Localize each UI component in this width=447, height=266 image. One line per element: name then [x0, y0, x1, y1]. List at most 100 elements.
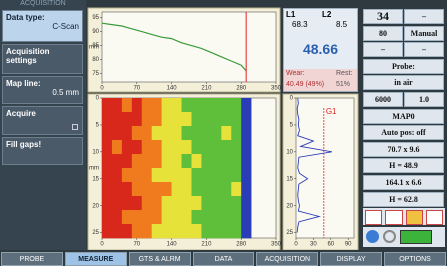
heat-cell — [231, 168, 241, 182]
info-cell: H = 48.9 — [363, 158, 444, 173]
tab[interactable]: ACQUISITION — [256, 252, 318, 266]
info-cell: 80 — [363, 26, 403, 41]
heat-cell — [102, 140, 112, 154]
menu-button[interactable]: Data type:C-Scan — [2, 10, 83, 42]
heat-cell — [152, 196, 162, 210]
rest-value: 51% — [336, 81, 350, 88]
left-panel: ACQUISITION Data type:C-Scan Acquisition… — [0, 0, 86, 250]
heat-cell — [211, 168, 221, 182]
heat-cell — [172, 196, 182, 210]
heat-cell — [241, 210, 251, 224]
y-tick-label: 25 — [92, 230, 99, 236]
heat-cell — [201, 196, 211, 210]
heat-cell — [132, 224, 142, 238]
heat-cell — [221, 98, 231, 112]
heat-cell — [221, 140, 231, 154]
heat-cell — [221, 168, 231, 182]
icon[interactable] — [406, 210, 423, 225]
heat-cell — [142, 168, 152, 182]
heat-cell — [191, 210, 201, 224]
heat-cell — [172, 140, 182, 154]
heat-cell — [182, 154, 192, 168]
icon[interactable] — [385, 210, 402, 225]
wear-label: Wear: — [286, 70, 305, 77]
heat-cell — [221, 210, 231, 224]
button-label: Acquire — [6, 109, 36, 118]
info-cell: Manual — [404, 26, 444, 41]
heat-cell — [152, 112, 162, 126]
heat-cell — [221, 112, 231, 126]
icon[interactable] — [365, 210, 382, 225]
info-cell: MAP0 — [363, 109, 444, 124]
y-axis-label: mm — [89, 45, 99, 51]
x-tick-label: 210 — [201, 86, 212, 92]
icon[interactable] — [426, 210, 443, 225]
icon[interactable] — [366, 230, 379, 243]
button-label: Map line: — [6, 79, 41, 88]
info-cell: 6000 — [363, 92, 403, 107]
heat-cell — [142, 112, 152, 126]
menu-button[interactable]: Map line:0.5 mm — [2, 76, 83, 104]
heat-cell — [162, 196, 172, 210]
info-cell: in air — [363, 75, 444, 90]
heat-cell — [162, 210, 172, 224]
heat-cell — [182, 112, 192, 126]
x-tick-label: 30 — [310, 242, 317, 248]
menu-button[interactable]: Acquisition settings — [2, 44, 83, 74]
heat-cell — [142, 126, 152, 140]
heat-cell — [182, 140, 192, 154]
tab[interactable]: GTS & ALRM — [129, 252, 191, 266]
heat-cell — [231, 140, 241, 154]
heat-cell — [231, 182, 241, 196]
heat-cell — [112, 210, 122, 224]
heat-cell — [172, 126, 182, 140]
heat-cell — [132, 112, 142, 126]
menu-button[interactable]: Fill gaps! — [2, 137, 83, 165]
info-cell: – — [404, 42, 444, 57]
heat-cell — [142, 210, 152, 224]
heat-cell — [191, 224, 201, 238]
heat-cell — [211, 196, 221, 210]
info-cell: 70.7 x 9.6 — [363, 142, 444, 157]
heat-cell — [241, 98, 251, 112]
tab[interactable]: MEASURE — [65, 252, 127, 266]
heat-cell — [112, 98, 122, 112]
y-tick-label: 75 — [92, 71, 99, 77]
heat-cell — [132, 98, 142, 112]
tab[interactable]: DATA — [193, 252, 255, 266]
y-tick-label: 90 — [92, 29, 99, 35]
heat-cell — [122, 196, 132, 210]
heat-cell — [152, 126, 162, 140]
heat-cell — [102, 98, 112, 112]
heat-cell — [201, 98, 211, 112]
heat-cell — [182, 196, 192, 210]
checkbox[interactable] — [72, 124, 78, 130]
heat-cell — [112, 196, 122, 210]
heat-cell — [191, 154, 201, 168]
heat-cell — [211, 112, 221, 126]
info-cell: H = 62.8 — [363, 192, 444, 207]
y-tick-label: 10 — [286, 149, 293, 155]
heat-cell — [201, 210, 211, 224]
tab[interactable]: OPTIONS — [384, 252, 446, 266]
x-tick-label: 140 — [167, 86, 178, 92]
menu-button[interactable]: Acquire — [2, 106, 83, 135]
heat-cell — [201, 182, 211, 196]
icon[interactable] — [383, 230, 396, 243]
heat-cell — [142, 182, 152, 196]
heat-cell — [132, 168, 142, 182]
heat-cell — [142, 154, 152, 168]
heat-cell — [211, 98, 221, 112]
heat-cell — [102, 154, 112, 168]
heat-cell — [182, 224, 192, 238]
heat-cell — [172, 98, 182, 112]
heat-cell — [102, 168, 112, 182]
heat-cell — [172, 210, 182, 224]
panel-header: ACQUISITION — [0, 0, 86, 9]
tab[interactable]: PROBE — [1, 252, 63, 266]
heat-cell — [122, 126, 132, 140]
y-tick-label: 95 — [92, 15, 99, 21]
tab[interactable]: DISPLAY — [320, 252, 382, 266]
heat-cell — [241, 154, 251, 168]
heat-cell — [231, 154, 241, 168]
